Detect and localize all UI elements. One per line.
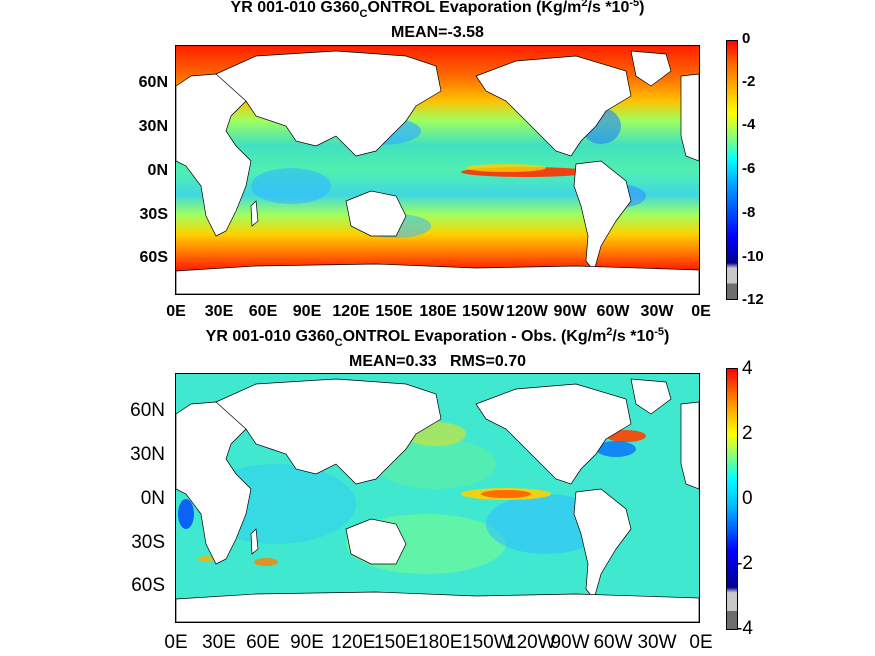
bottom-lon-label: 0E — [689, 632, 713, 653]
top-lon-label: 90W — [553, 303, 587, 320]
bottom-lat-label-60s: 60S — [131, 575, 165, 596]
bottom-lon-label: 180E — [418, 632, 463, 653]
bottom-lon-label: 90E — [290, 632, 324, 653]
bottom-evaporation-bias-map — [175, 373, 700, 623]
top-map-panel: YR 001-010 G360CONTROL Evaporation (Kg/m… — [138, 0, 764, 320]
bottom-lon-label: 120E — [331, 632, 376, 653]
top-colorbar-tick: -12 — [742, 291, 764, 308]
top-colorbar-tick: -6 — [742, 160, 756, 177]
top-lon-label: 90E — [292, 303, 322, 320]
bottom-lat-label-60n: 60N — [130, 400, 165, 421]
bottom-lon-label: 150E — [374, 632, 419, 653]
top-lon-label: 120E — [332, 303, 370, 320]
bottom-colorbar-tick: 2 — [742, 423, 753, 444]
top-lat-label-30n: 30N — [138, 118, 168, 135]
top-lon-label: 60E — [248, 303, 278, 320]
top-lon-label: 150E — [375, 303, 413, 320]
bottom-lon-label: 0E — [164, 632, 188, 653]
bottom-map-title: YR 001-010 G360CONTROL Evaporation - Obs… — [205, 326, 670, 349]
top-lon-label: 0E — [691, 303, 711, 320]
bottom-lon-label: 120W — [506, 632, 556, 653]
top-map-canvas — [176, 46, 699, 294]
top-lat-label-0n: 0N — [147, 162, 168, 179]
top-lon-label: 30E — [204, 303, 234, 320]
top-lon-label: 0E — [166, 303, 186, 320]
top-colorbar-tick: -8 — [742, 204, 756, 221]
bottom-colorbar-tick: -2 — [736, 553, 753, 574]
bottom-colorbar-tick: 4 — [742, 358, 753, 379]
top-lon-label: 30W — [640, 303, 674, 320]
bottom-lon-label: 90W — [550, 632, 590, 653]
top-evaporation-map — [175, 45, 700, 295]
top-lon-label: 180E — [419, 303, 457, 320]
top-lon-label: 120W — [506, 303, 548, 320]
top-colorbar-tick: -2 — [742, 73, 756, 90]
top-colorbar-tick: -10 — [742, 248, 764, 265]
bottom-map-panel: YR 001-010 G360CONTROL Evaporation - Obs… — [0, 326, 875, 656]
top-map-subtitle: MEAN=-3.58 — [391, 24, 484, 41]
top-colorbar — [726, 40, 738, 300]
bottom-map-subtitle: MEAN=0.33 RMS=0.70 — [349, 353, 526, 370]
bottom-lon-label: 30W — [637, 632, 677, 653]
bottom-colorbar-tick: 0 — [742, 488, 753, 509]
top-lat-label-60n: 60N — [138, 74, 168, 91]
top-map-title: YR 001-010 G360CONTROL Evaporation (Kg/m… — [230, 0, 645, 20]
top-lat-label-30s: 30S — [139, 206, 168, 223]
bottom-lat-label-30n: 30N — [130, 444, 165, 465]
top-lat-label-60s: 60S — [139, 249, 168, 266]
bottom-colorbar — [726, 368, 738, 630]
top-colorbar-tick: 0 — [742, 30, 751, 47]
bottom-lat-label-30s: 30S — [131, 532, 165, 553]
bottom-lon-label: 30E — [202, 632, 236, 653]
bottom-lon-label: 60W — [593, 632, 633, 653]
bottom-colorbar-tick: -4 — [736, 618, 753, 639]
bottom-lon-label: 150W — [462, 632, 512, 653]
top-lon-label: 150W — [462, 303, 504, 320]
bottom-lat-label-0n: 0N — [140, 488, 165, 509]
bottom-lon-label: 60E — [246, 632, 280, 653]
top-lon-label: 60W — [596, 303, 630, 320]
bottom-map-canvas — [176, 374, 699, 622]
top-colorbar-tick: -4 — [742, 116, 756, 133]
